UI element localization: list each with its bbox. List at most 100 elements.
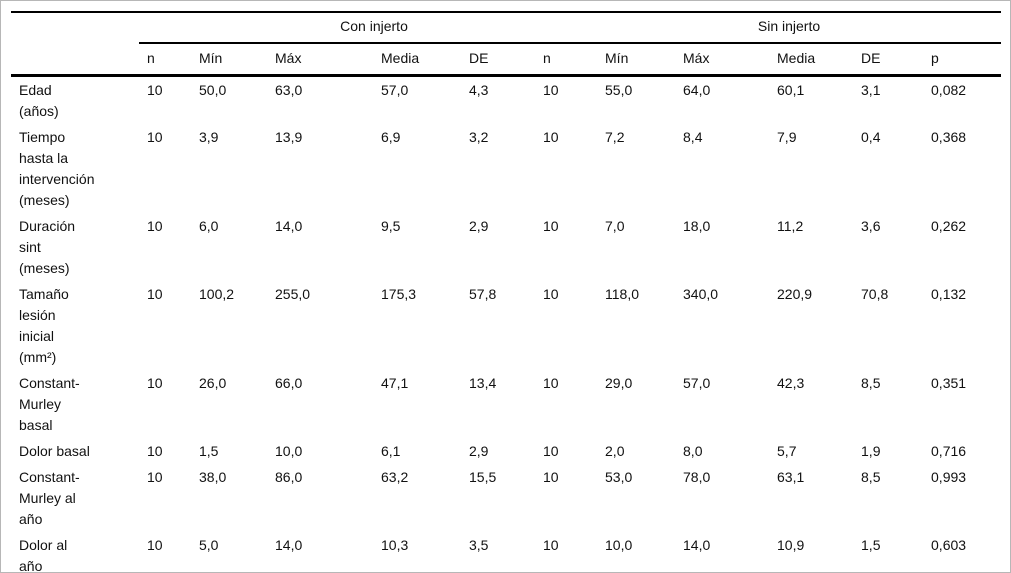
- cell-min-con: 1,5: [199, 442, 219, 459]
- cell-min-con: 26,0: [199, 374, 227, 391]
- cell-de-con: 13,4: [469, 374, 497, 391]
- cell-n-con: 10: [147, 128, 163, 145]
- cell-de-con: 4,3: [469, 81, 489, 98]
- cell-media-con: 47,1: [381, 374, 409, 391]
- row-label: Duración sint (meses): [19, 217, 76, 276]
- col-header-media-sin: Media: [769, 43, 854, 77]
- cell-min-sin: 53,0: [605, 468, 633, 485]
- cell-media-con: 63,2: [381, 468, 409, 485]
- cell-max-con: 10,0: [275, 442, 303, 459]
- table-row: Tiempo hasta la intervención (meses) 10 …: [11, 124, 1001, 213]
- cell-de-con: 2,9: [469, 442, 489, 459]
- cell-p: 0,993: [931, 468, 967, 485]
- cell-max-sin: 57,0: [683, 374, 711, 391]
- group-header-sin-injerto: Sin injerto: [535, 11, 1002, 44]
- col-header-min-sin: Mín: [597, 43, 676, 77]
- cell-p: 0,082: [931, 81, 967, 98]
- cell-media-con: 9,5: [381, 217, 401, 234]
- cell-max-con: 14,0: [267, 531, 373, 572]
- row-label: Tamaño lesión inicial (mm²): [19, 285, 69, 365]
- cell-n-con: 10: [147, 374, 163, 391]
- cell-min-con: 100,2: [199, 285, 235, 302]
- cell-de-sin: 0,4: [861, 128, 881, 145]
- cell-media-con: 57,0: [381, 81, 409, 98]
- cell-de-sin: 1,9: [861, 442, 881, 459]
- cell-media-sin: 220,9: [777, 285, 813, 302]
- cell-min-con: 38,0: [199, 468, 227, 485]
- table-row: Dolor basal 10 1,5 10,0 6,1 2,9 10 2,0 8…: [11, 438, 1001, 464]
- cell-n-con: 10: [147, 468, 163, 485]
- cell-n-sin: 10: [535, 531, 598, 572]
- cell-de-con: 57,8: [469, 285, 497, 302]
- cell-de-con: 2,9: [469, 217, 489, 234]
- row-label: Dolor basal: [19, 442, 90, 459]
- cell-de-con: 3,2: [469, 128, 489, 145]
- cell-max-con: 14,0: [275, 217, 303, 234]
- row-label: Dolor al año: [11, 531, 139, 572]
- cell-de-con: 15,5: [469, 468, 497, 485]
- cell-p: 0,716: [931, 442, 967, 459]
- cell-n-con: 10: [147, 442, 163, 459]
- cell-p: 0,603: [923, 531, 1002, 572]
- cell-max-con: 86,0: [275, 468, 303, 485]
- cell-de-sin: 70,8: [861, 285, 889, 302]
- group-header-label: Sin injerto: [757, 18, 821, 34]
- col-header-de-sin: DE: [853, 43, 924, 77]
- cell-max-con: 66,0: [275, 374, 303, 391]
- cell-media-con: 6,9: [381, 128, 401, 145]
- cell-min-con: 50,0: [199, 81, 227, 98]
- table-row: Constant- Murley basal 10 26,0 66,0 47,1…: [11, 370, 1001, 438]
- cell-p: 0,262: [931, 217, 967, 234]
- col-header-p: p: [923, 43, 1002, 77]
- corner-cell: [11, 43, 139, 77]
- cell-n-sin: 10: [543, 468, 559, 485]
- cell-n-con: 10: [147, 217, 163, 234]
- group-header-con-injerto: Con injerto: [139, 11, 536, 44]
- row-label: Constant- Murley basal: [19, 374, 80, 433]
- table-row: Edad (años) 10 50,0 63,0 57,0 4,3 10 55,…: [11, 75, 1001, 124]
- cell-media-sin: 11,2: [777, 217, 804, 234]
- col-header-max-con: Máx: [267, 43, 373, 77]
- cell-max-con: 255,0: [275, 285, 311, 302]
- cell-max-sin: 64,0: [683, 81, 711, 98]
- statistics-table: Con injerto Sin injerto n Mín Máx Media …: [11, 11, 1002, 572]
- cell-max-sin: 8,0: [683, 442, 703, 459]
- cell-min-sin: 10,0: [597, 531, 676, 572]
- table-row: Dolor al año 10 5,0 14,0 10,3 3,5 10 10,…: [11, 531, 1002, 572]
- cell-min-sin: 2,0: [605, 442, 625, 459]
- cell-max-sin: 8,4: [683, 128, 703, 145]
- cell-min-sin: 7,0: [605, 217, 625, 234]
- cell-media-con: 10,3: [373, 531, 461, 572]
- cell-media-sin: 10,9: [769, 531, 854, 572]
- cell-media-sin: 42,3: [777, 374, 805, 391]
- col-header-n-sin: n: [535, 43, 598, 77]
- cell-p: 0,132: [931, 285, 967, 302]
- table-row: Tamaño lesión inicial (mm²) 10 100,2 255…: [11, 281, 1001, 370]
- col-header-min-con: Mín: [191, 43, 267, 77]
- cell-de-sin: 8,5: [861, 374, 881, 391]
- corner-cell: [11, 11, 139, 43]
- cell-p: 0,368: [931, 128, 967, 145]
- col-header-max-sin: Máx: [675, 43, 770, 77]
- cell-media-con: 175,3: [381, 285, 417, 302]
- cell-max-sin: 340,0: [683, 285, 719, 302]
- cell-n-sin: 10: [543, 285, 559, 302]
- cell-n-sin: 10: [543, 442, 559, 459]
- group-header-label: Con injerto: [340, 18, 408, 34]
- cell-media-con: 6,1: [381, 442, 401, 459]
- row-label: Constant- Murley al año: [19, 468, 80, 527]
- cell-min-con: 5,0: [191, 531, 267, 572]
- cell-min-sin: 118,0: [605, 285, 640, 302]
- cell-min-sin: 29,0: [605, 374, 633, 391]
- cell-n-sin: 10: [543, 374, 559, 391]
- row-label: Edad (años): [19, 81, 59, 119]
- cell-max-sin: 18,0: [683, 217, 711, 234]
- cell-de-sin: 3,1: [861, 81, 881, 98]
- table-row: Constant- Murley al año 10 38,0 86,0 63,…: [11, 464, 1001, 532]
- col-header-n-con: n: [139, 43, 191, 77]
- cell-max-sin: 14,0: [675, 531, 770, 572]
- group-header-row: Con injerto Sin injerto: [11, 11, 1002, 44]
- cell-de-sin: 8,5: [861, 468, 881, 485]
- cell-n-con: 10: [147, 285, 163, 302]
